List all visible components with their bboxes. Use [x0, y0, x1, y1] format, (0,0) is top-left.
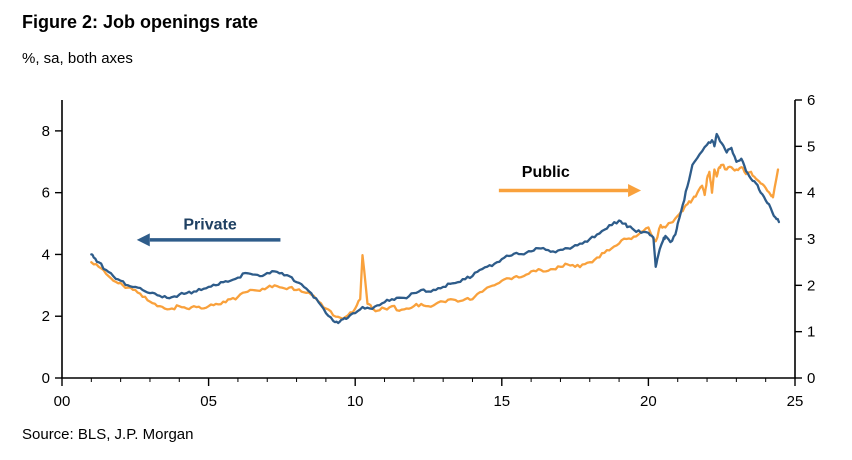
- svg-text:4: 4: [807, 185, 815, 202]
- svg-text:0: 0: [807, 370, 815, 387]
- svg-text:05: 05: [200, 393, 217, 410]
- svg-text:2: 2: [807, 277, 815, 294]
- svg-text:8: 8: [42, 123, 50, 140]
- series-public-line: [90, 163, 780, 320]
- svg-text:6: 6: [807, 92, 815, 109]
- svg-text:25: 25: [787, 393, 804, 410]
- chart-subtitle: %, sa, both axes: [22, 50, 133, 67]
- svg-text:3: 3: [807, 231, 815, 248]
- svg-text:Private: Private: [183, 216, 236, 233]
- svg-text:Public: Public: [522, 164, 570, 181]
- chart-area: 0 2 4 6 8 0 1 2 3 4 5 6 00 05 10 15 20 25 Private Public: [0, 78, 852, 414]
- svg-text:6: 6: [42, 185, 50, 202]
- series-private-line: [90, 132, 781, 325]
- svg-text:20: 20: [640, 393, 657, 410]
- svg-text:5: 5: [807, 138, 815, 155]
- svg-text:00: 00: [54, 393, 71, 410]
- svg-text:15: 15: [493, 393, 510, 410]
- svg-text:4: 4: [42, 246, 50, 263]
- annotation-public: Public: [498, 164, 642, 198]
- annotation-private: Private: [136, 216, 281, 247]
- axes: 0 2 4 6 8 0 1 2 3 4 5 6 00 05 10 15 20 25: [42, 92, 816, 410]
- svg-text:0: 0: [42, 370, 50, 387]
- chart-title: Figure 2: Job openings rate: [22, 12, 259, 32]
- svg-text:2: 2: [42, 308, 50, 325]
- source-note: Source: BLS, J.P. Morgan: [22, 426, 194, 443]
- job-openings-chart: 0 2 4 6 8 0 1 2 3 4 5 6 00 05 10 15 20 25 Private Public: [42, 92, 816, 410]
- svg-text:1: 1: [807, 324, 815, 341]
- svg-text:10: 10: [347, 393, 364, 410]
